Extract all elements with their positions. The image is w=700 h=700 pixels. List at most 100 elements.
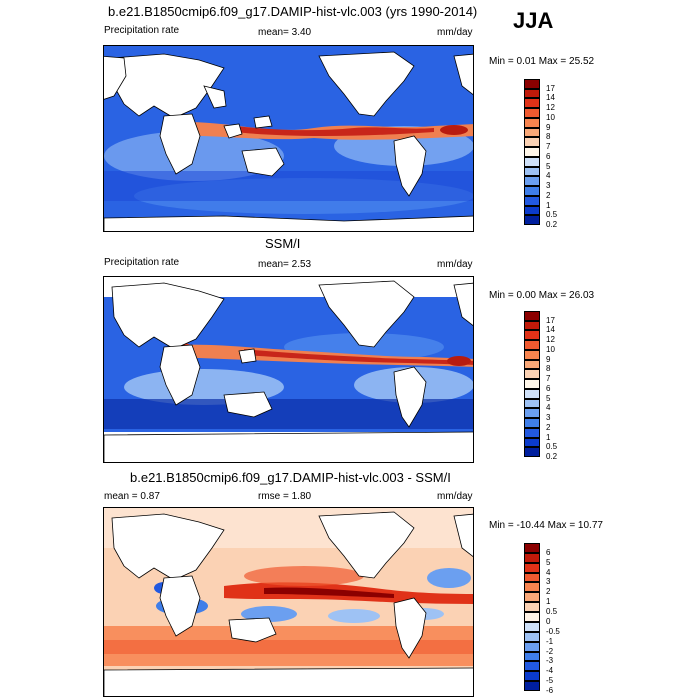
colorbar-cell — [524, 661, 540, 672]
colorbar-cell — [524, 359, 540, 370]
panel2-mean-label: mean= 2.53 — [258, 259, 312, 270]
colorbar-tick-label: 2 — [546, 422, 551, 432]
panel1-left-label: Precipitation rate — [104, 25, 180, 36]
colorbar-tick-label: -1 — [546, 636, 554, 646]
colorbar-cell — [524, 427, 540, 438]
colorbar-tick-label: 7 — [546, 374, 551, 384]
panel3-title: b.e21.B1850cmip6.f09_g17.DAMIP-hist-vlc.… — [130, 470, 451, 485]
colorbar-tick-label: 17 — [546, 315, 555, 325]
colorbar-tick-label: 5 — [546, 393, 551, 403]
colorbar-cell — [524, 369, 540, 380]
colorbar-cell — [524, 379, 540, 389]
colorbar-cell — [524, 437, 540, 448]
colorbar-cell — [524, 166, 540, 177]
colorbar-tick-label: 5 — [546, 161, 551, 171]
colorbar-cell — [524, 195, 540, 206]
colorbar-tick-label: 14 — [546, 93, 555, 103]
panel1-units-label: mm/day — [437, 27, 473, 38]
colorbar-cell — [524, 681, 540, 691]
colorbar-tick-label: 6 — [546, 151, 551, 161]
colorbar-tick-label: 0.2 — [546, 220, 558, 229]
panel3-rmse-label: rmse = 1.80 — [258, 491, 312, 502]
colorbar-cell — [524, 631, 540, 642]
colorbar-cell — [524, 418, 540, 428]
colorbar-cell — [524, 388, 540, 399]
colorbar-cell — [524, 398, 540, 409]
panel3-mean-label: mean = 0.87 — [104, 491, 160, 502]
colorbar-tick-label: 4 — [546, 171, 551, 181]
panel1-title: b.e21.B1850cmip6.f09_g17.DAMIP-hist-vlc.… — [108, 4, 478, 19]
colorbar-tick-label: 9 — [546, 122, 551, 132]
colorbar-tick-label: 6 — [546, 383, 551, 393]
colorbar-cell — [524, 592, 540, 603]
colorbar-tick-label: 8 — [546, 132, 551, 142]
colorbar-tick-label: -4 — [546, 666, 554, 676]
colorbar-cell — [524, 147, 540, 157]
colorbar-tick-label: 4 — [546, 567, 551, 577]
panel3-colorbar: 6 5 4 3 2 1 0.5 0 -0.5 -1 -2 -3 -4 -5 -6 — [524, 543, 560, 695]
colorbar-cell — [524, 543, 540, 553]
colorbar-cell — [524, 186, 540, 196]
colorbar-tick-label: 3 — [546, 413, 551, 423]
colorbar-tick-label: 10 — [546, 112, 555, 122]
colorbar-tick-label: 4 — [546, 403, 551, 413]
colorbar-tick-label: 9 — [546, 354, 551, 364]
colorbar-cell — [524, 340, 540, 350]
panel2-colorbar: 17 14 12 10 9 8 7 6 5 4 3 2 1 0.5 0.2 — [524, 311, 557, 461]
colorbar-tick-label: 3 — [546, 577, 551, 587]
colorbar-tick-label: 7 — [546, 142, 551, 152]
colorbar-cell — [524, 641, 540, 652]
season-label: JJA — [513, 8, 554, 33]
colorbar-tick-label: 0.5 — [546, 607, 558, 617]
colorbar-tick-label: 5 — [546, 557, 551, 567]
colorbar-cell — [524, 612, 540, 622]
colorbar-cell — [524, 108, 540, 118]
colorbar-tick-label: 0.5 — [546, 210, 558, 220]
colorbar-tick-label: -3 — [546, 656, 554, 666]
panel2-map — [103, 276, 474, 463]
colorbar-cell — [524, 176, 540, 187]
colorbar-cell — [524, 88, 540, 99]
colorbar-tick-label: 0.5 — [546, 442, 558, 452]
colorbar-tick-label: 12 — [546, 103, 555, 113]
panel2-units-label: mm/day — [437, 259, 473, 270]
colorbar-tick-label: 1 — [546, 432, 551, 442]
panel3-minmax-label: Min = -10.44 Max = 10.77 — [489, 520, 603, 531]
colorbar-tick-label: 10 — [546, 344, 555, 354]
colorbar-tick-label: 12 — [546, 335, 555, 345]
colorbar-cell — [524, 447, 540, 457]
colorbar-cell — [524, 651, 540, 662]
colorbar-cell — [524, 572, 540, 583]
colorbar-tick-label: 2 — [546, 587, 551, 597]
colorbar-cell — [524, 156, 540, 167]
panel1-mean-label: mean= 3.40 — [258, 27, 312, 38]
panel2-left-label: Precipitation rate — [104, 257, 180, 268]
colorbar-tick-label: 14 — [546, 325, 555, 335]
colorbar-cell — [524, 117, 540, 128]
colorbar-cell — [524, 408, 540, 419]
colorbar-cell — [524, 330, 540, 341]
colorbar-tick-label: -2 — [546, 646, 554, 656]
colorbar-cell — [524, 215, 540, 225]
colorbar-tick-label: 3 — [546, 181, 551, 191]
panel1-minmax-label: Min = 0.01 Max = 25.52 — [489, 56, 595, 67]
panel2-title: SSM/I — [265, 236, 301, 251]
panel3-map — [103, 507, 474, 697]
colorbar-cell — [524, 205, 540, 216]
colorbar-cell — [524, 562, 540, 573]
colorbar-cell — [524, 349, 540, 360]
panel3-units-label: mm/day — [437, 491, 473, 502]
colorbar-tick-label: 0.2 — [546, 452, 558, 461]
colorbar-tick-label: 1 — [546, 200, 551, 210]
colorbar-tick-label: 0 — [546, 616, 551, 626]
colorbar-cell — [524, 127, 540, 138]
colorbar-cell — [524, 552, 540, 563]
panel2-minmax-label: Min = 0.00 Max = 26.03 — [489, 290, 595, 301]
colorbar-cell — [524, 311, 540, 321]
colorbar-cell — [524, 98, 540, 109]
panel1-colorbar: 17 14 12 10 9 8 7 6 5 4 3 2 1 0.5 0.2 — [524, 79, 557, 229]
panel1-map — [103, 45, 474, 232]
colorbar-cell — [524, 79, 540, 89]
colorbar-tick-label: 8 — [546, 364, 551, 374]
colorbar-cell — [524, 621, 540, 632]
